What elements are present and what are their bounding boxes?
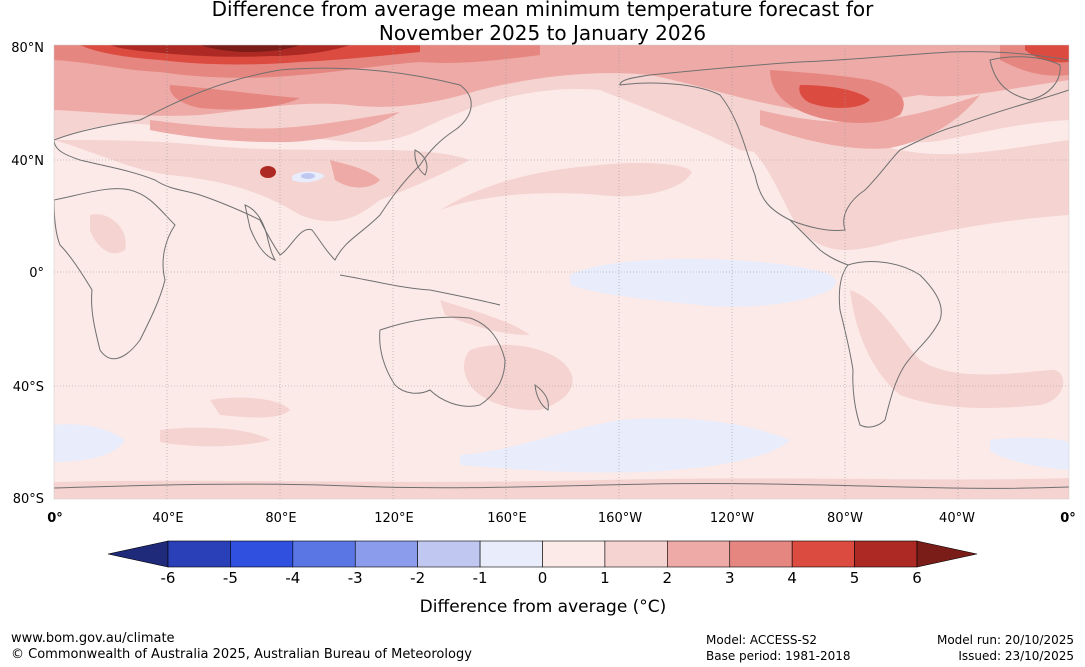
latitude-labels: 80°N 40°N 0° 40°S 80°S — [11, 41, 44, 507]
anomaly-region-south-atlantic-neg — [54, 424, 125, 462]
colorbar-segment — [479, 540, 543, 568]
footer-url: www.bom.gov.au/climate — [11, 631, 175, 646]
footer-base-period: Base period: 1981-2018 — [706, 649, 851, 663]
footer-model: Model: ACCESS-S2 — [706, 633, 818, 647]
lon-label-40w: 40°W — [939, 511, 975, 526]
lon-label-0-left: 0° — [47, 511, 63, 526]
colorbar-tick-label: -6 — [161, 569, 176, 587]
lon-label-0-right: 0° — [1060, 511, 1076, 526]
lon-label-120w: 120°W — [710, 511, 754, 526]
anomaly-region-africa-west — [90, 214, 126, 254]
colorbar-tick-label: -5 — [223, 569, 238, 587]
lon-label-40e: 40°E — [152, 511, 183, 526]
anomaly-region-far-south-atlantic-neg — [990, 437, 1069, 470]
colorbar-segment — [230, 540, 294, 568]
colorbar-segment — [417, 540, 481, 568]
anomaly-region-south-indian — [210, 397, 290, 418]
anomaly-region-south-america — [850, 290, 1064, 408]
colorbar-segment — [354, 540, 418, 568]
colorbar-extend-high — [916, 540, 978, 568]
anomaly-region-west-pacific — [440, 300, 530, 335]
anomaly-region-southern-ocean-neg — [460, 418, 790, 473]
anomaly-over-6-regions — [200, 45, 300, 52]
colorbar-segment — [791, 540, 855, 568]
coastline-africa — [54, 188, 176, 360]
lat-label-80s: 80°S — [13, 492, 44, 507]
coastline-eurasia — [54, 67, 472, 261]
lat-label-0: 0° — [29, 266, 44, 281]
coastline-australia — [379, 316, 506, 407]
colorbar-extend-low — [107, 540, 169, 568]
title-line-2: November 2025 to January 2026 — [378, 21, 707, 45]
gridlines — [54, 45, 1069, 499]
lon-label-120e: 120°E — [374, 511, 414, 526]
longitude-labels: 0° 40°E 80°E 120°E 160°E 160°W 120°W 80°… — [47, 511, 1076, 526]
lon-label-160e: 160°E — [487, 511, 527, 526]
coastlines — [54, 51, 1069, 489]
lon-label-160w: 160°W — [598, 511, 642, 526]
coastline-indonesia — [339, 274, 501, 306]
anomaly-region-eurasia — [54, 140, 470, 222]
anomaly-region-australia — [464, 344, 573, 411]
anomaly-region-canada-4-5 — [799, 85, 870, 108]
colorbar-segment — [729, 540, 793, 568]
colorbar-tick-label: 2 — [663, 569, 673, 587]
colorbar-tick-label: -2 — [410, 569, 425, 587]
colorbar-tick-label: -3 — [348, 569, 363, 587]
coastline-new-zealand — [534, 383, 549, 411]
colorbar-tick-label: 3 — [725, 569, 735, 587]
coastline-central-america — [789, 219, 849, 266]
anomaly-negative-stronger-regions — [301, 173, 315, 179]
colorbar-tick-label: 6 — [912, 569, 922, 587]
colorbar-label: Difference from average (°C) — [420, 597, 667, 617]
colorbar-segment — [542, 540, 606, 568]
footer-issued: Issued: 23/10/2025 — [958, 649, 1074, 663]
coastline-antarctica — [54, 482, 1069, 489]
anomaly-region-siberia-2-3 — [150, 112, 400, 143]
chart-title: Difference from average mean minimum tem… — [0, 0, 1085, 45]
colorbar-tick-label: 0 — [538, 569, 548, 587]
lat-label-40n: 40°N — [11, 154, 44, 169]
footer-model-run: Model run: 20/10/2025 — [936, 633, 1074, 647]
colorbar-segment — [667, 540, 731, 568]
coastline-greenland — [989, 56, 1061, 101]
anomaly-region-north-pacific — [440, 163, 692, 210]
lat-label-40s: 40°S — [13, 380, 44, 395]
anomaly-negative-regions — [54, 171, 1069, 473]
coastline-japan — [414, 149, 428, 176]
anomaly-region-china-2-3 — [330, 160, 380, 188]
anomaly-region-tibet-neg-2 — [301, 173, 315, 179]
map-frame — [53, 44, 1070, 500]
colorbar-segment — [292, 540, 356, 568]
coastline-south-america — [838, 261, 942, 428]
lon-label-80w: 80°W — [827, 511, 863, 526]
map-area — [54, 45, 1069, 499]
title-line-1: Difference from average mean minimum tem… — [211, 0, 874, 21]
colorbar-segment — [854, 540, 918, 568]
colorbar: -6 -5 -4 -3 -2 -1 0 1 2 3 4 5 6 — [107, 540, 978, 587]
anomaly-region-north-america — [740, 140, 1069, 250]
anomaly-region-tibet-5-6 — [260, 166, 276, 178]
coastline-india — [244, 204, 277, 261]
anomaly-region-equatorial-pacific — [570, 258, 837, 307]
colorbar-tick-label: 5 — [850, 569, 860, 587]
lon-label-80e: 80°E — [265, 511, 296, 526]
colorbar-tick-label: 1 — [600, 569, 610, 587]
lat-label-80n: 80°N — [11, 41, 44, 56]
anomaly-region-south-indian-2 — [160, 427, 270, 447]
anomaly-region-arctic-over-6 — [200, 45, 300, 52]
colorbar-tick-label: -4 — [285, 569, 300, 587]
colorbar-segment — [167, 540, 231, 568]
colorbar-segment — [604, 540, 668, 568]
footer-copyright: © Commonwealth of Australia 2025, Austra… — [11, 647, 472, 662]
colorbar-tick-label: -1 — [473, 569, 488, 587]
coastline-north-america — [619, 51, 1069, 231]
anomaly-region-southern-ocean — [54, 478, 1069, 499]
colorbar-tick-label: 4 — [787, 569, 797, 587]
